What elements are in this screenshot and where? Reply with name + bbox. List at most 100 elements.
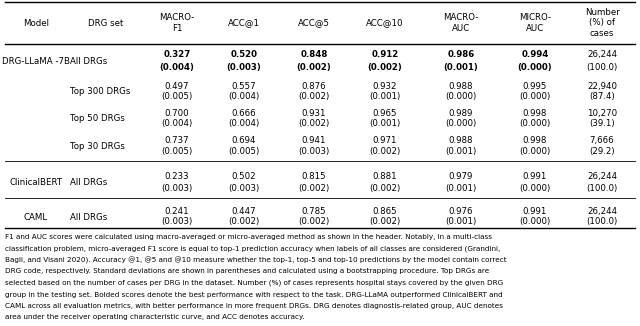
Text: 0.497: 0.497 (164, 82, 189, 91)
Text: All DRGs: All DRGs (70, 213, 108, 221)
Text: CAML: CAML (24, 213, 48, 221)
Text: (0.000): (0.000) (518, 63, 552, 72)
Text: (0.002): (0.002) (296, 63, 332, 72)
Text: selected based on the number of cases per DRG in the dataset. Number (%) of case: selected based on the number of cases pe… (5, 280, 503, 287)
Text: 0.991: 0.991 (523, 207, 547, 216)
Text: 26,244: 26,244 (587, 207, 617, 216)
Text: 0.931: 0.931 (301, 109, 326, 118)
Text: MACRO-
F1: MACRO- F1 (159, 13, 195, 33)
Text: (0.000): (0.000) (445, 92, 477, 101)
Text: 0.848: 0.848 (300, 50, 328, 59)
Text: 0.327: 0.327 (163, 50, 191, 59)
Text: 0.979: 0.979 (449, 172, 473, 181)
Text: 0.995: 0.995 (523, 82, 547, 91)
Text: (0.005): (0.005) (161, 147, 193, 156)
Text: (0.003): (0.003) (161, 184, 193, 193)
Text: 0.998: 0.998 (523, 136, 547, 145)
Text: Model: Model (23, 19, 49, 27)
Text: classification problem, micro-averaged F1 score is equal to top-1 prediction acc: classification problem, micro-averaged F… (5, 245, 500, 252)
Text: Number
(%) of
cases: Number (%) of cases (584, 8, 620, 38)
Text: 26,244: 26,244 (587, 50, 617, 59)
Text: 7,666: 7,666 (589, 136, 614, 145)
Text: 0.737: 0.737 (164, 136, 189, 145)
Text: 0.932: 0.932 (372, 82, 397, 91)
Text: Top 50 DRGs: Top 50 DRGs (70, 114, 125, 123)
Text: ACC@5: ACC@5 (298, 19, 330, 27)
Text: (0.003): (0.003) (227, 63, 261, 72)
Text: 22,940: 22,940 (587, 82, 617, 91)
Text: (0.001): (0.001) (445, 184, 477, 193)
Text: (0.002): (0.002) (369, 147, 401, 156)
Text: 0.865: 0.865 (372, 207, 397, 216)
Text: (100.0): (100.0) (586, 184, 618, 193)
Text: (0.004): (0.004) (228, 119, 260, 128)
Text: MICRO-
AUC: MICRO- AUC (519, 13, 551, 33)
Text: (0.003): (0.003) (161, 217, 193, 226)
Text: 0.998: 0.998 (523, 109, 547, 118)
Text: (0.003): (0.003) (228, 184, 260, 193)
Text: 0.912: 0.912 (371, 50, 399, 59)
Text: (0.001): (0.001) (369, 92, 401, 101)
Text: Bagli, and Visani 2020). Accuracy @1, @5 and @10 measure whether the top-1, top-: Bagli, and Visani 2020). Accuracy @1, @5… (5, 257, 507, 264)
Text: (0.002): (0.002) (369, 217, 401, 226)
Text: (0.000): (0.000) (520, 92, 550, 101)
Text: ClinicalBERT: ClinicalBERT (10, 178, 63, 187)
Text: CAML across all evaluation metrics, with better performance in more frequent DRG: CAML across all evaluation metrics, with… (5, 303, 503, 309)
Text: Top 30 DRGs: Top 30 DRGs (70, 142, 125, 151)
Text: (29.2): (29.2) (589, 147, 615, 156)
Text: 10,270: 10,270 (587, 109, 617, 118)
Text: (0.000): (0.000) (520, 119, 550, 128)
Text: (0.000): (0.000) (445, 119, 477, 128)
Text: F1 and AUC scores were calculated using macro-averaged or micro-averaged method : F1 and AUC scores were calculated using … (5, 234, 492, 240)
Text: 0.988: 0.988 (449, 82, 473, 91)
Text: (0.002): (0.002) (367, 63, 403, 72)
Text: (0.001): (0.001) (445, 217, 477, 226)
Text: DRG-LLaMA -7B: DRG-LLaMA -7B (2, 56, 70, 66)
Text: (0.001): (0.001) (444, 63, 478, 72)
Text: 0.700: 0.700 (164, 109, 189, 118)
Text: 0.971: 0.971 (372, 136, 397, 145)
Text: (0.003): (0.003) (298, 147, 330, 156)
Text: (100.0): (100.0) (586, 63, 618, 72)
Text: All DRGs: All DRGs (70, 56, 108, 66)
Text: 26,244: 26,244 (587, 172, 617, 181)
Text: 0.785: 0.785 (301, 207, 326, 216)
Text: DRG code, respectively. Standard deviations are shown in parentheses and calcula: DRG code, respectively. Standard deviati… (5, 269, 489, 274)
Text: (0.002): (0.002) (369, 184, 401, 193)
Text: 0.666: 0.666 (232, 109, 256, 118)
Text: (0.002): (0.002) (298, 119, 330, 128)
Text: 0.994: 0.994 (522, 50, 548, 59)
Text: (0.001): (0.001) (369, 119, 401, 128)
Text: ACC@1: ACC@1 (228, 19, 260, 27)
Text: (0.004): (0.004) (228, 92, 260, 101)
Text: DRG set: DRG set (88, 19, 124, 27)
Text: (0.002): (0.002) (298, 92, 330, 101)
Text: 0.988: 0.988 (449, 136, 473, 145)
Text: (0.004): (0.004) (161, 119, 193, 128)
Text: Top 300 DRGs: Top 300 DRGs (70, 87, 131, 96)
Text: 0.557: 0.557 (232, 82, 256, 91)
Text: (87.4): (87.4) (589, 92, 615, 101)
Text: ACC@10: ACC@10 (366, 19, 404, 27)
Text: (39.1): (39.1) (589, 119, 615, 128)
Text: (100.0): (100.0) (586, 217, 618, 226)
Text: (0.000): (0.000) (520, 147, 550, 156)
Text: 0.241: 0.241 (164, 207, 189, 216)
Text: MACRO-
AUC: MACRO- AUC (444, 13, 479, 33)
Text: 0.976: 0.976 (449, 207, 473, 216)
Text: 0.965: 0.965 (372, 109, 397, 118)
Text: 0.881: 0.881 (372, 172, 397, 181)
Text: 0.876: 0.876 (301, 82, 326, 91)
Text: (0.005): (0.005) (161, 92, 193, 101)
Text: 0.233: 0.233 (164, 172, 189, 181)
Text: 0.989: 0.989 (449, 109, 473, 118)
Text: (0.002): (0.002) (228, 217, 260, 226)
Text: (0.002): (0.002) (298, 184, 330, 193)
Text: (0.002): (0.002) (298, 217, 330, 226)
Text: All DRGs: All DRGs (70, 178, 108, 187)
Text: (0.000): (0.000) (520, 217, 550, 226)
Text: 0.941: 0.941 (301, 136, 326, 145)
Text: 0.815: 0.815 (301, 172, 326, 181)
Text: group in the testing set. Bolded scores denote the best performance with respect: group in the testing set. Bolded scores … (5, 291, 502, 298)
Text: 0.694: 0.694 (232, 136, 256, 145)
